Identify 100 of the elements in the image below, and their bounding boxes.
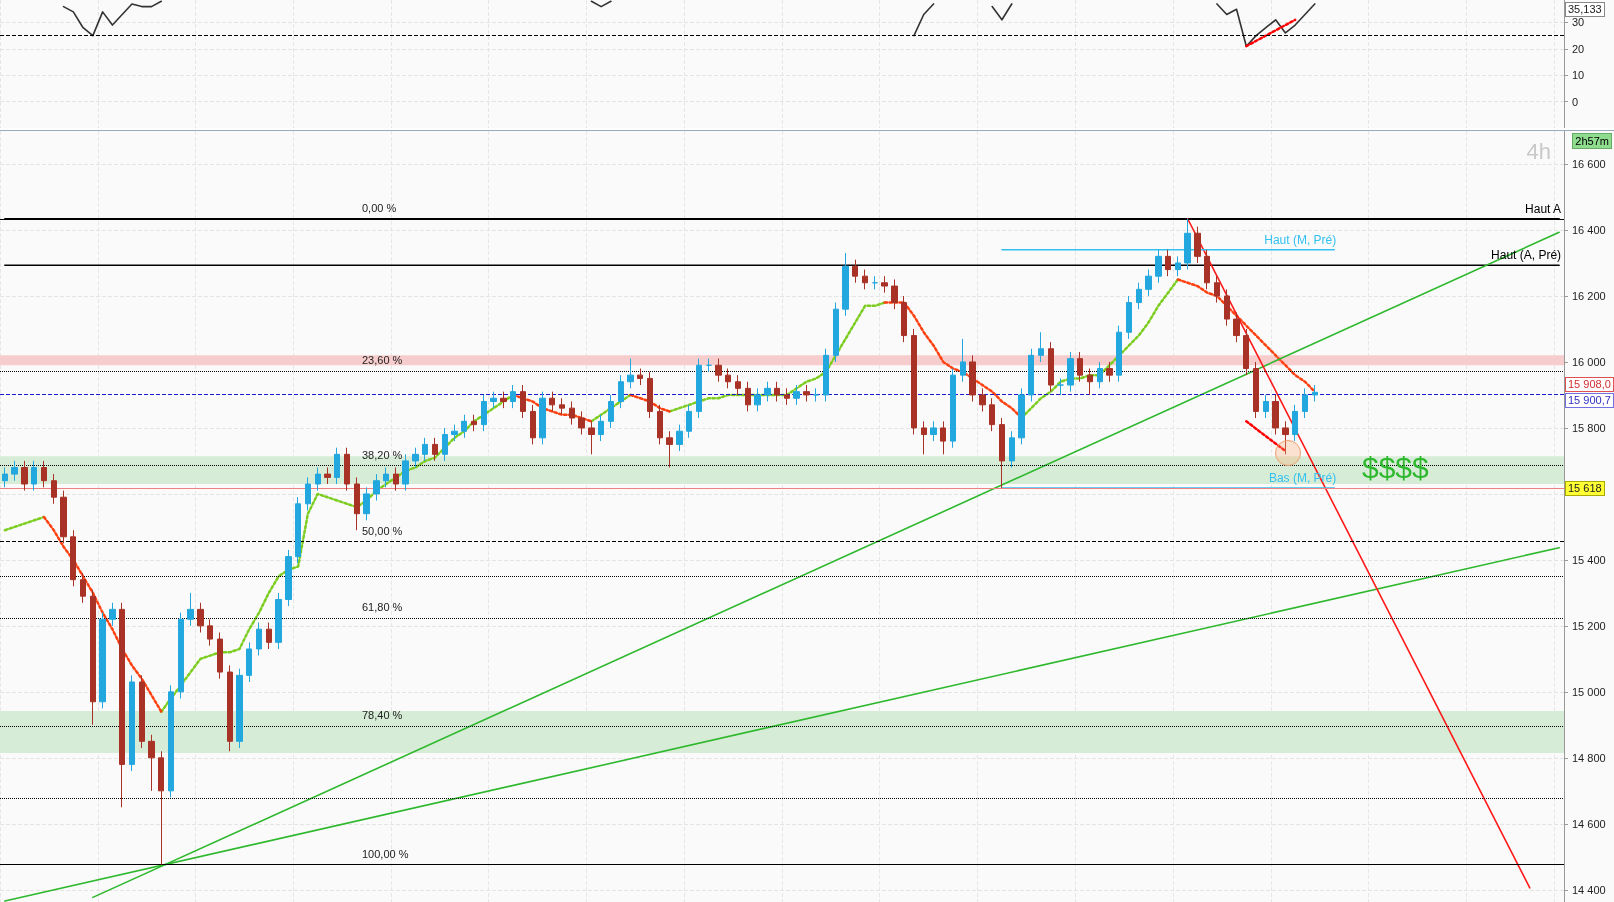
candlestick — [764, 381, 771, 403]
series-label: Haut A — [1525, 201, 1562, 216]
annotation: 0,00 % — [362, 201, 397, 214]
y-tick-label: 10 — [1572, 69, 1585, 82]
candlestick — [1155, 249, 1162, 284]
candlestick — [813, 387, 819, 403]
candlestick — [1175, 255, 1181, 277]
text: 15 908,0 — [1565, 377, 1614, 392]
candlestick — [80, 572, 86, 604]
annotation: $$$$ — [1362, 451, 1429, 485]
y-tick-label: 16 000 — [1572, 355, 1606, 368]
candlestick — [1087, 368, 1093, 396]
candlestick — [911, 328, 917, 436]
candlestick — [60, 490, 67, 544]
candlestick — [999, 417, 1005, 489]
candlestick — [217, 631, 223, 680]
candlestick — [784, 387, 790, 406]
candlestick — [725, 368, 731, 389]
candlestick — [11, 460, 18, 482]
candlestick — [168, 684, 174, 798]
candlestick — [207, 618, 213, 647]
candlestick — [305, 476, 311, 511]
candlestick — [715, 358, 722, 383]
candlestick — [481, 394, 487, 432]
candlestick — [109, 602, 116, 627]
y-tick-label: 14 600 — [1572, 817, 1606, 830]
candlestick — [1272, 394, 1279, 436]
candlestick — [236, 668, 243, 749]
candlestick — [960, 338, 966, 383]
candlestick — [803, 384, 810, 403]
candlestick — [549, 391, 555, 412]
annotation: 78,40 % — [362, 709, 403, 722]
candlestick — [1067, 351, 1074, 393]
candlestick — [227, 664, 233, 752]
candlestick — [1116, 325, 1122, 383]
candlestick — [569, 401, 575, 426]
candlestick — [706, 358, 712, 373]
candlestick — [41, 460, 47, 488]
candlestick — [881, 275, 888, 294]
candlestick — [666, 430, 673, 469]
candlestick — [647, 371, 653, 419]
candlestick — [940, 420, 946, 455]
candlestick — [696, 358, 702, 419]
candlestick — [197, 602, 204, 633]
y-tick-label: 30 — [1572, 16, 1585, 29]
candlestick — [1018, 387, 1025, 445]
y-tick-label: 0 — [1572, 95, 1579, 108]
candlestick — [119, 602, 125, 808]
candlestick — [344, 447, 350, 492]
candlestick — [158, 750, 164, 866]
annotation: 61,80 % — [362, 600, 403, 613]
candlestick — [510, 384, 516, 409]
candlestick — [745, 381, 751, 412]
candlestick — [842, 252, 849, 317]
candlestick — [1136, 282, 1142, 310]
candlestick — [1057, 377, 1064, 396]
candlestick — [1233, 311, 1240, 343]
text: 35,133 — [1565, 2, 1605, 17]
candlestick — [363, 486, 370, 521]
candlestick — [246, 641, 252, 683]
candlestick — [1194, 226, 1201, 264]
candlestick — [1263, 394, 1269, 419]
candlestick — [657, 404, 663, 445]
candlestick — [891, 278, 898, 310]
candlestick — [1302, 387, 1308, 419]
candlestick — [393, 467, 399, 492]
candlestick — [324, 467, 331, 485]
candlestick — [139, 674, 145, 749]
candlestick — [1106, 361, 1113, 383]
candlestick — [979, 387, 986, 412]
candlestick — [51, 473, 57, 505]
candlestick — [676, 424, 683, 452]
y-tick-label: 20 — [1572, 42, 1585, 55]
candlestick — [862, 269, 868, 290]
candlestick — [354, 476, 360, 531]
candlestick — [295, 496, 301, 564]
candlestick — [461, 414, 467, 439]
candlestick — [989, 397, 995, 432]
candlestick — [412, 447, 419, 469]
candlestick — [451, 424, 458, 442]
candlestick — [1028, 348, 1034, 403]
candlestick — [872, 275, 878, 290]
text: 15 618 — [1565, 481, 1605, 496]
candlestick — [1282, 420, 1289, 455]
annotation: 23,60 % — [362, 354, 403, 367]
candlestick — [833, 302, 839, 363]
candlestick — [1009, 430, 1015, 469]
candlestick — [578, 410, 585, 436]
candlestick — [2, 467, 8, 488]
candlestick — [1312, 384, 1318, 403]
candlestick — [471, 414, 477, 432]
text: 15 900,7 — [1565, 393, 1614, 408]
candlestick — [383, 467, 389, 488]
candlestick — [774, 381, 780, 403]
candlestick — [1048, 341, 1054, 393]
candlestick — [31, 460, 37, 492]
y-tick-label: 15 800 — [1572, 421, 1606, 434]
candlestick — [735, 374, 741, 396]
candlestick — [256, 622, 262, 657]
candlestick — [627, 358, 634, 389]
